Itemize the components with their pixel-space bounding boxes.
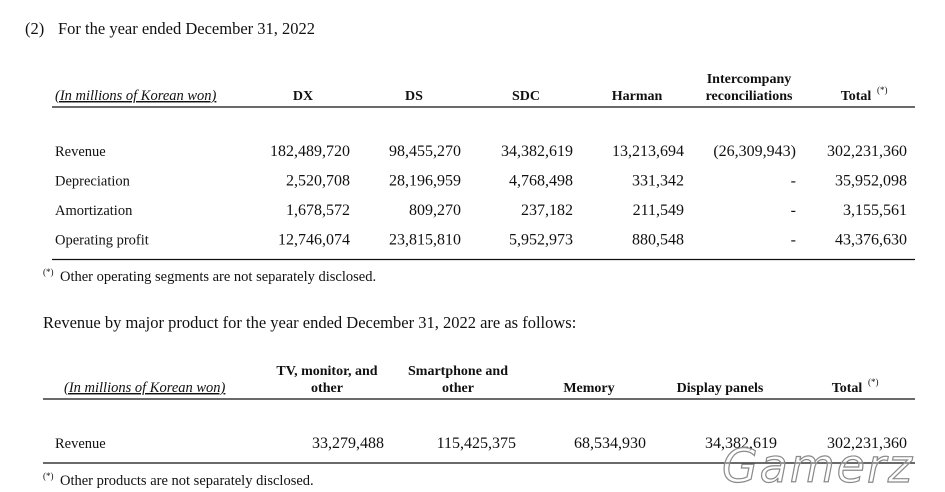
cell: 880,548 <box>632 232 684 249</box>
footnote: Other operating segments are not separat… <box>60 269 376 285</box>
column-header: Harman <box>612 89 663 104</box>
cell: 4,768,498 <box>509 173 573 190</box>
cell: 237,182 <box>521 202 573 219</box>
footnote: Other products are not separately disclo… <box>60 473 314 489</box>
footnote-marker: (*) <box>43 267 54 277</box>
cell: - <box>791 232 796 249</box>
cell: 809,270 <box>409 202 461 219</box>
column-header: Total <box>832 381 863 396</box>
cell: 34,382,619 <box>501 143 573 160</box>
watermark: Gamerz <box>722 439 914 492</box>
cell: 98,455,270 <box>389 143 461 160</box>
column-header: reconciliations <box>706 89 793 104</box>
column-header: Memory <box>563 381 614 396</box>
cell: 23,815,810 <box>389 232 461 249</box>
cell: 13,213,694 <box>612 143 684 160</box>
column-header: other <box>311 381 343 396</box>
cell: 211,549 <box>633 202 684 219</box>
cell: - <box>791 173 796 190</box>
column-header: TV, monitor, and <box>276 364 377 379</box>
column-header: Smartphone and <box>408 364 508 379</box>
column-header-marker: (*) <box>877 85 888 95</box>
row-label: Amortization <box>55 203 133 219</box>
column-header-marker: (*) <box>868 377 879 387</box>
cell: 5,952,973 <box>509 232 573 249</box>
cell: 12,746,074 <box>278 232 350 249</box>
column-header: DS <box>405 89 423 104</box>
column-header: Total <box>841 89 872 104</box>
cell: 68,534,930 <box>574 435 646 452</box>
row-label: Operating profit <box>55 233 149 249</box>
column-header: other <box>442 381 474 396</box>
cell: 43,376,630 <box>835 232 907 249</box>
section-heading: For the year ended December 31, 2022 <box>58 19 315 38</box>
section-number: (2) <box>25 19 44 38</box>
footnote-marker: (*) <box>43 471 54 481</box>
cell: 28,196,959 <box>389 173 461 190</box>
cell: - <box>791 202 796 219</box>
column-header: Display panels <box>677 381 764 396</box>
cell: 331,342 <box>632 173 684 190</box>
cell: 3,155,561 <box>843 202 907 219</box>
column-header: DX <box>293 89 313 104</box>
paragraph: Revenue by major product for the year en… <box>43 313 576 332</box>
row-label: Revenue <box>55 144 106 160</box>
cell: (26,309,943) <box>713 143 796 160</box>
cell: 35,952,098 <box>835 173 907 190</box>
cell: 33,279,488 <box>312 435 384 452</box>
cell: 2,520,708 <box>286 173 350 190</box>
cell: 115,425,375 <box>437 435 516 452</box>
unit-label: (In millions of Korean won) <box>55 88 217 104</box>
column-header: Intercompany <box>707 72 792 87</box>
column-header: SDC <box>512 89 540 104</box>
cell: 34,382,619 <box>705 435 777 452</box>
cell: 302,231,360 <box>827 435 907 452</box>
unit-label: (In millions of Korean won) <box>64 380 226 396</box>
row-label: Depreciation <box>55 174 131 190</box>
cell: 1,678,572 <box>286 202 350 219</box>
cell: 182,489,720 <box>270 143 350 160</box>
cell: 302,231,360 <box>827 143 907 160</box>
row-label: Revenue <box>55 436 106 452</box>
